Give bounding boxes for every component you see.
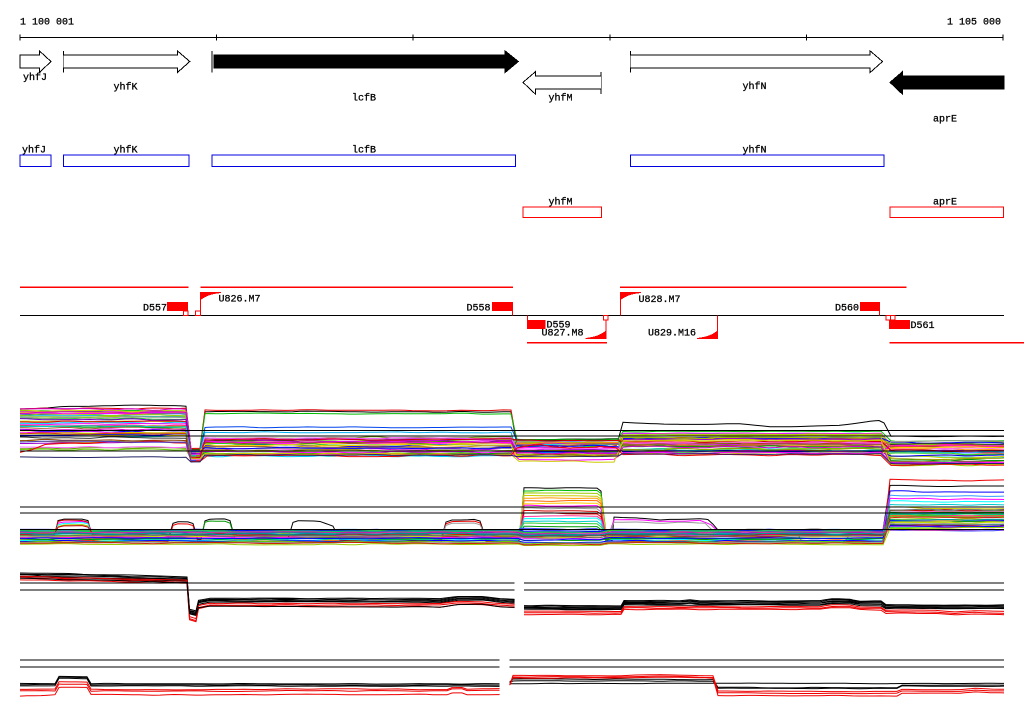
svg-text:D558: D558 — [467, 304, 491, 315]
svg-text:lcfB: lcfB — [352, 145, 376, 157]
svg-text:D561: D561 — [911, 321, 935, 332]
svg-text:U829.M16: U829.M16 — [648, 329, 696, 340]
svg-text:U828.M7: U828.M7 — [639, 295, 681, 306]
svg-text:yhfN: yhfN — [743, 145, 767, 157]
svg-text:yhfM: yhfM — [549, 93, 573, 105]
svg-text:D557: D557 — [143, 304, 167, 315]
svg-text:aprE: aprE — [933, 198, 957, 209]
svg-text:yhfK: yhfK — [114, 82, 138, 94]
svg-text:aprE: aprE — [933, 115, 957, 126]
svg-text:1 105 000: 1 105 000 — [947, 18, 1001, 29]
svg-text:yhfM: yhfM — [549, 197, 573, 209]
svg-text:lcfB: lcfB — [352, 93, 376, 105]
svg-text:yhfJ: yhfJ — [22, 145, 46, 157]
svg-text:yhfK: yhfK — [114, 145, 138, 157]
svg-text:yhfN: yhfN — [743, 81, 767, 93]
svg-text:yhfJ: yhfJ — [23, 72, 47, 84]
svg-text:U826.M7: U826.M7 — [219, 295, 261, 306]
svg-text:U827.M8: U827.M8 — [542, 329, 584, 340]
svg-text:D559: D559 — [547, 321, 571, 332]
svg-text:1 100 001: 1 100 001 — [20, 18, 74, 29]
svg-text:D560: D560 — [835, 304, 859, 315]
